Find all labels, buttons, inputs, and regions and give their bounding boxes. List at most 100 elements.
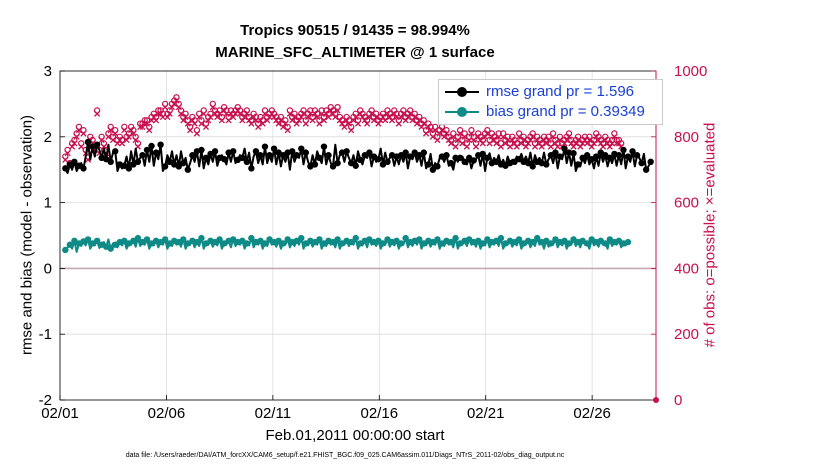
count-evaluated-stroke	[441, 133, 448, 140]
count-evaluated-marker	[339, 120, 346, 127]
count-evaluated-marker	[568, 140, 575, 147]
rmse-point	[329, 163, 337, 170]
count-evaluated-stroke	[116, 137, 123, 144]
count-evaluated-marker	[284, 127, 291, 134]
count-evaluated-marker	[527, 137, 534, 144]
count-evaluated-stroke	[423, 130, 430, 137]
count-evaluated-marker	[604, 140, 611, 147]
count-evaluated-marker	[98, 137, 105, 144]
x-tick-label: 02/26	[573, 405, 611, 422]
count-evaluated-marker	[64, 150, 71, 157]
count-evaluated-marker	[116, 137, 123, 144]
obs-count-markers	[62, 94, 625, 170]
count-evaluated-stroke	[184, 120, 191, 127]
count-evaluated-marker	[121, 127, 128, 134]
count-evaluated-marker	[153, 117, 160, 124]
rmse-point	[243, 158, 251, 166]
count-evaluated-stroke	[599, 143, 607, 150]
rmse-point	[334, 159, 341, 167]
count-evaluated-marker	[225, 117, 232, 124]
count-evaluated-stroke	[314, 114, 321, 121]
count-evaluated-stroke	[350, 117, 357, 124]
count-evaluated-stroke	[575, 137, 582, 144]
bias-point	[248, 234, 255, 242]
count-evaluated-stroke	[577, 143, 584, 150]
count-evaluated-stroke	[275, 120, 282, 127]
count-evaluated-marker	[205, 117, 212, 124]
count-evaluated-stroke	[241, 114, 248, 121]
plot-area-background	[60, 71, 656, 400]
bias-point	[198, 234, 205, 242]
bias-point	[279, 240, 287, 247]
count-evaluated-marker	[146, 127, 153, 134]
x-axis-label: Feb.01,2011 00:00:00 start	[265, 427, 445, 444]
bias-point	[261, 240, 269, 247]
count-evaluated-marker	[236, 110, 244, 117]
count-evaluated-marker	[572, 140, 579, 147]
count-evaluated-stroke	[182, 114, 189, 121]
count-evaluated-stroke	[257, 117, 264, 124]
bias-point	[402, 234, 409, 242]
count-evaluated-marker	[209, 104, 216, 111]
count-evaluated-marker	[257, 117, 264, 124]
count-evaluated-marker	[468, 130, 475, 137]
count-evaluated-marker	[143, 120, 151, 127]
rmse-point	[615, 152, 623, 159]
y-tick-label-right: 1000	[674, 63, 707, 80]
count-evaluated-stroke	[609, 140, 616, 147]
count-evaluated-marker	[212, 110, 219, 117]
count-evaluated-marker	[375, 120, 382, 127]
chart-subtitle: MARINE_SFC_ALTIMETER @ 1 surface	[215, 44, 495, 61]
count-evaluated-stroke	[277, 117, 284, 124]
legend: rmse grand pr = 1.596 bias grand pr = 0.…	[438, 79, 663, 125]
count-evaluated-marker	[575, 137, 582, 144]
count-evaluated-marker	[447, 140, 455, 147]
count-evaluated-stroke	[62, 156, 69, 163]
count-evaluated-marker	[132, 137, 139, 144]
count-evaluated-stroke	[273, 117, 280, 124]
count-evaluated-marker	[538, 143, 545, 150]
count-evaluated-marker	[252, 117, 259, 124]
count-evaluated-stroke	[536, 140, 543, 147]
y-tick-label-right: 0	[674, 392, 682, 409]
count-evaluated-marker	[264, 117, 271, 124]
rmse-point	[456, 154, 464, 162]
count-evaluated-marker	[295, 117, 303, 124]
x-tick-label: 02/11	[255, 405, 291, 422]
count-evaluated-marker	[438, 127, 446, 134]
count-evaluated-marker	[398, 114, 405, 121]
count-evaluated-marker	[239, 117, 246, 124]
count-evaluated-stroke	[470, 137, 477, 144]
count-evaluated-stroke	[318, 110, 325, 117]
rmse-point	[420, 149, 427, 156]
y-tick-label-left: -2	[39, 392, 52, 409]
count-evaluated-marker	[259, 120, 266, 127]
count-evaluated-stroke	[373, 114, 380, 121]
count-evaluated-stroke	[540, 137, 548, 144]
count-evaluated-stroke	[529, 133, 536, 140]
count-evaluated-marker	[107, 127, 114, 134]
count-evaluated-marker	[69, 143, 76, 150]
count-evaluated-marker	[570, 143, 577, 150]
count-evaluated-stroke	[196, 114, 203, 121]
count-evaluated-stroke	[588, 143, 595, 150]
count-evaluated-marker	[150, 114, 157, 121]
count-evaluated-stroke	[112, 130, 119, 137]
count-evaluated-marker	[345, 120, 352, 127]
count-evaluated-stroke	[205, 117, 212, 124]
count-evaluated-stroke	[602, 137, 609, 144]
count-evaluated-stroke	[143, 120, 151, 127]
count-evaluated-stroke	[239, 117, 246, 124]
rmse-point	[143, 146, 151, 154]
count-evaluated-stroke	[427, 127, 434, 134]
legend-entry-bias: bias grand pr = 0.39349	[439, 102, 662, 122]
count-evaluated-stroke	[189, 117, 196, 124]
axis-ticks: 02/01 02/06 02/11 02/16 02/21 02/26 -2 -1 0 1 2 3 0 2…	[39, 63, 708, 422]
count-evaluated-stroke	[141, 120, 148, 127]
count-evaluated-marker	[506, 143, 514, 150]
bias-point	[397, 240, 405, 247]
count-evaluated-stroke	[495, 133, 502, 140]
count-evaluated-marker	[497, 143, 504, 150]
count-evaluated-marker	[407, 110, 414, 117]
bias-point	[529, 238, 536, 246]
